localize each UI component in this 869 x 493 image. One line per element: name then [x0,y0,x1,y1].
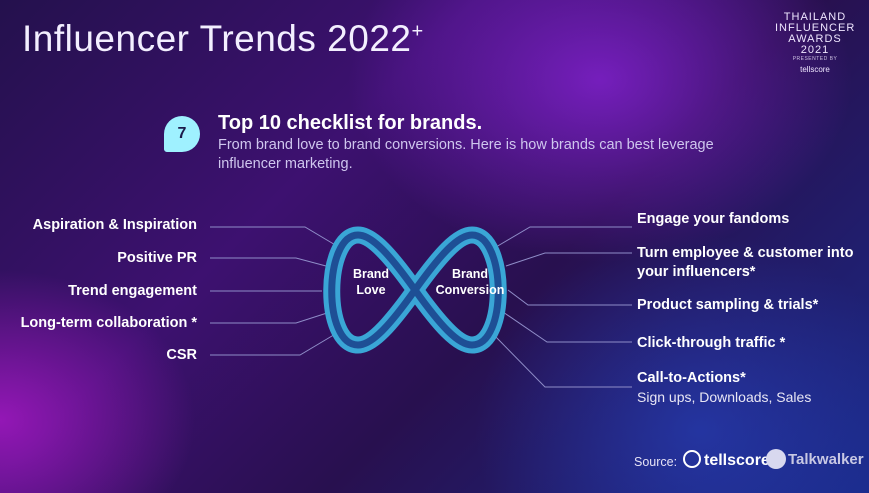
source-label: Source: [634,455,678,469]
title-text: Influencer Trends 2022 [22,18,412,59]
tellscore-logo: tellscore [683,450,770,470]
brand-love-line1: Brand [352,267,390,281]
tellscore-mark-icon [683,450,701,468]
connector-line-7 [507,289,632,306]
award-line1: THAILAND [783,11,847,23]
right-item-4-line2: Sign ups, Downloads, Sales [637,389,812,405]
infinity-loop [323,226,507,354]
right-item-0-text: Engage your fandoms [637,211,790,227]
award-logo: THAILAND INFLUENCER AWARDS 2021 PRESENTE… [775,12,855,75]
right-item-2-text: Product sampling & trials* [637,297,819,313]
brand-love-line2: Love [356,283,386,297]
talkwalker-logo-text: Talkwalker [788,451,864,468]
right-item-1-line2: your influencers* [637,264,756,280]
right-item-3-text: Click-through traffic * [637,335,786,351]
connector-line-4 [210,332,338,356]
right-item-1-line1: Turn employee & customer into [637,245,854,261]
connector-line-9 [491,332,632,388]
right-item-3: Click-through traffic * [637,335,785,351]
title-suffix: + [411,20,424,43]
right-item-0: Engage your fandoms [637,211,789,227]
left-item-4: CSR [166,347,197,363]
checklist-number-badge: 7 [164,116,200,152]
loop-label-brand-conversion: Brand Conversion [434,266,506,298]
connector-line-8 [502,311,632,343]
award-line2: INFLUENCER [775,22,856,34]
right-item-4: Call-to-Actions* Sign ups, Downloads, Sa… [637,369,811,407]
award-line3: AWARDS 2021 [788,33,842,56]
talkwalker-mark-icon [766,449,786,469]
tellscore-logo-text: tellscore [704,452,770,469]
brand-conversion-line2: Conversion [435,283,505,297]
talkwalker-logo: Talkwalker [766,449,864,469]
connector-line-3 [210,312,328,324]
loop-label-brand-love: Brand Love [348,266,394,298]
infinity-loop-core [328,231,502,349]
connector-line-0 [210,226,338,247]
left-item-0: Aspiration & Inspiration [32,217,197,233]
checklist-number: 7 [177,125,187,142]
left-item-2: Trend engagement [68,283,197,299]
connector-line-5 [495,226,632,248]
slide-title: Influencer Trends 2022+ [22,18,424,60]
connector-line-1 [210,257,327,267]
left-item-3: Long-term collaboration * [20,315,197,331]
right-item-2: Product sampling & trials* [637,297,818,313]
checklist-heading: Top 10 checklist for brands. [218,112,483,134]
award-sponsor-logo: tellscore [800,65,830,74]
right-item-4-line1: Call-to-Actions* [637,370,746,386]
connector-lines [210,226,632,388]
right-item-1: Turn employee & customer into your influ… [637,244,853,282]
brand-conversion-line1: Brand [451,267,489,281]
checklist-subtitle: From brand love to brand conversions. He… [218,137,714,172]
left-item-1: Positive PR [117,250,197,266]
award-presented-by: PRESENTED BY [792,56,838,62]
connector-line-6 [505,252,632,267]
